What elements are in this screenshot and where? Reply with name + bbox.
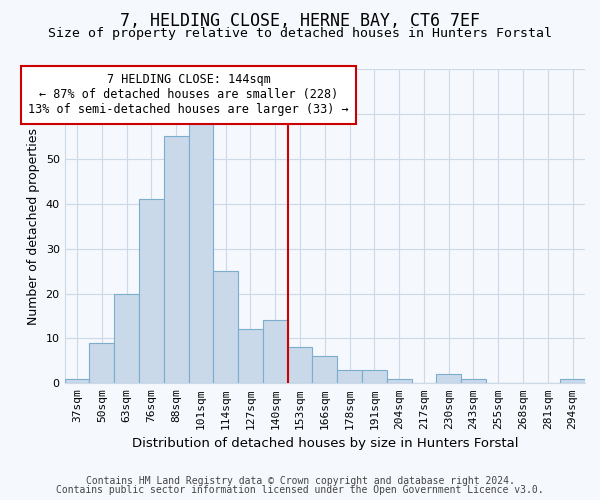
Bar	[461, 379, 486, 384]
Bar	[89, 343, 114, 384]
Text: 7 HELDING CLOSE: 144sqm
← 87% of detached houses are smaller (228)
13% of semi-d: 7 HELDING CLOSE: 144sqm ← 87% of detache…	[28, 74, 349, 116]
Bar	[263, 320, 287, 384]
Bar	[188, 123, 213, 384]
Text: Size of property relative to detached houses in Hunters Forstal: Size of property relative to detached ho…	[48, 28, 552, 40]
Bar	[337, 370, 362, 384]
X-axis label: Distribution of detached houses by size in Hunters Forstal: Distribution of detached houses by size …	[131, 437, 518, 450]
Bar	[114, 294, 139, 384]
Bar	[560, 379, 585, 384]
Bar	[238, 330, 263, 384]
Text: 7, HELDING CLOSE, HERNE BAY, CT6 7EF: 7, HELDING CLOSE, HERNE BAY, CT6 7EF	[120, 12, 480, 30]
Y-axis label: Number of detached properties: Number of detached properties	[27, 128, 40, 324]
Bar	[65, 379, 89, 384]
Bar	[213, 271, 238, 384]
Bar	[287, 348, 313, 384]
Text: Contains HM Land Registry data © Crown copyright and database right 2024.: Contains HM Land Registry data © Crown c…	[86, 476, 514, 486]
Bar	[139, 199, 164, 384]
Bar	[313, 356, 337, 384]
Bar	[164, 136, 188, 384]
Bar	[436, 374, 461, 384]
Bar	[362, 370, 387, 384]
Bar	[387, 379, 412, 384]
Text: Contains public sector information licensed under the Open Government Licence v3: Contains public sector information licen…	[56, 485, 544, 495]
